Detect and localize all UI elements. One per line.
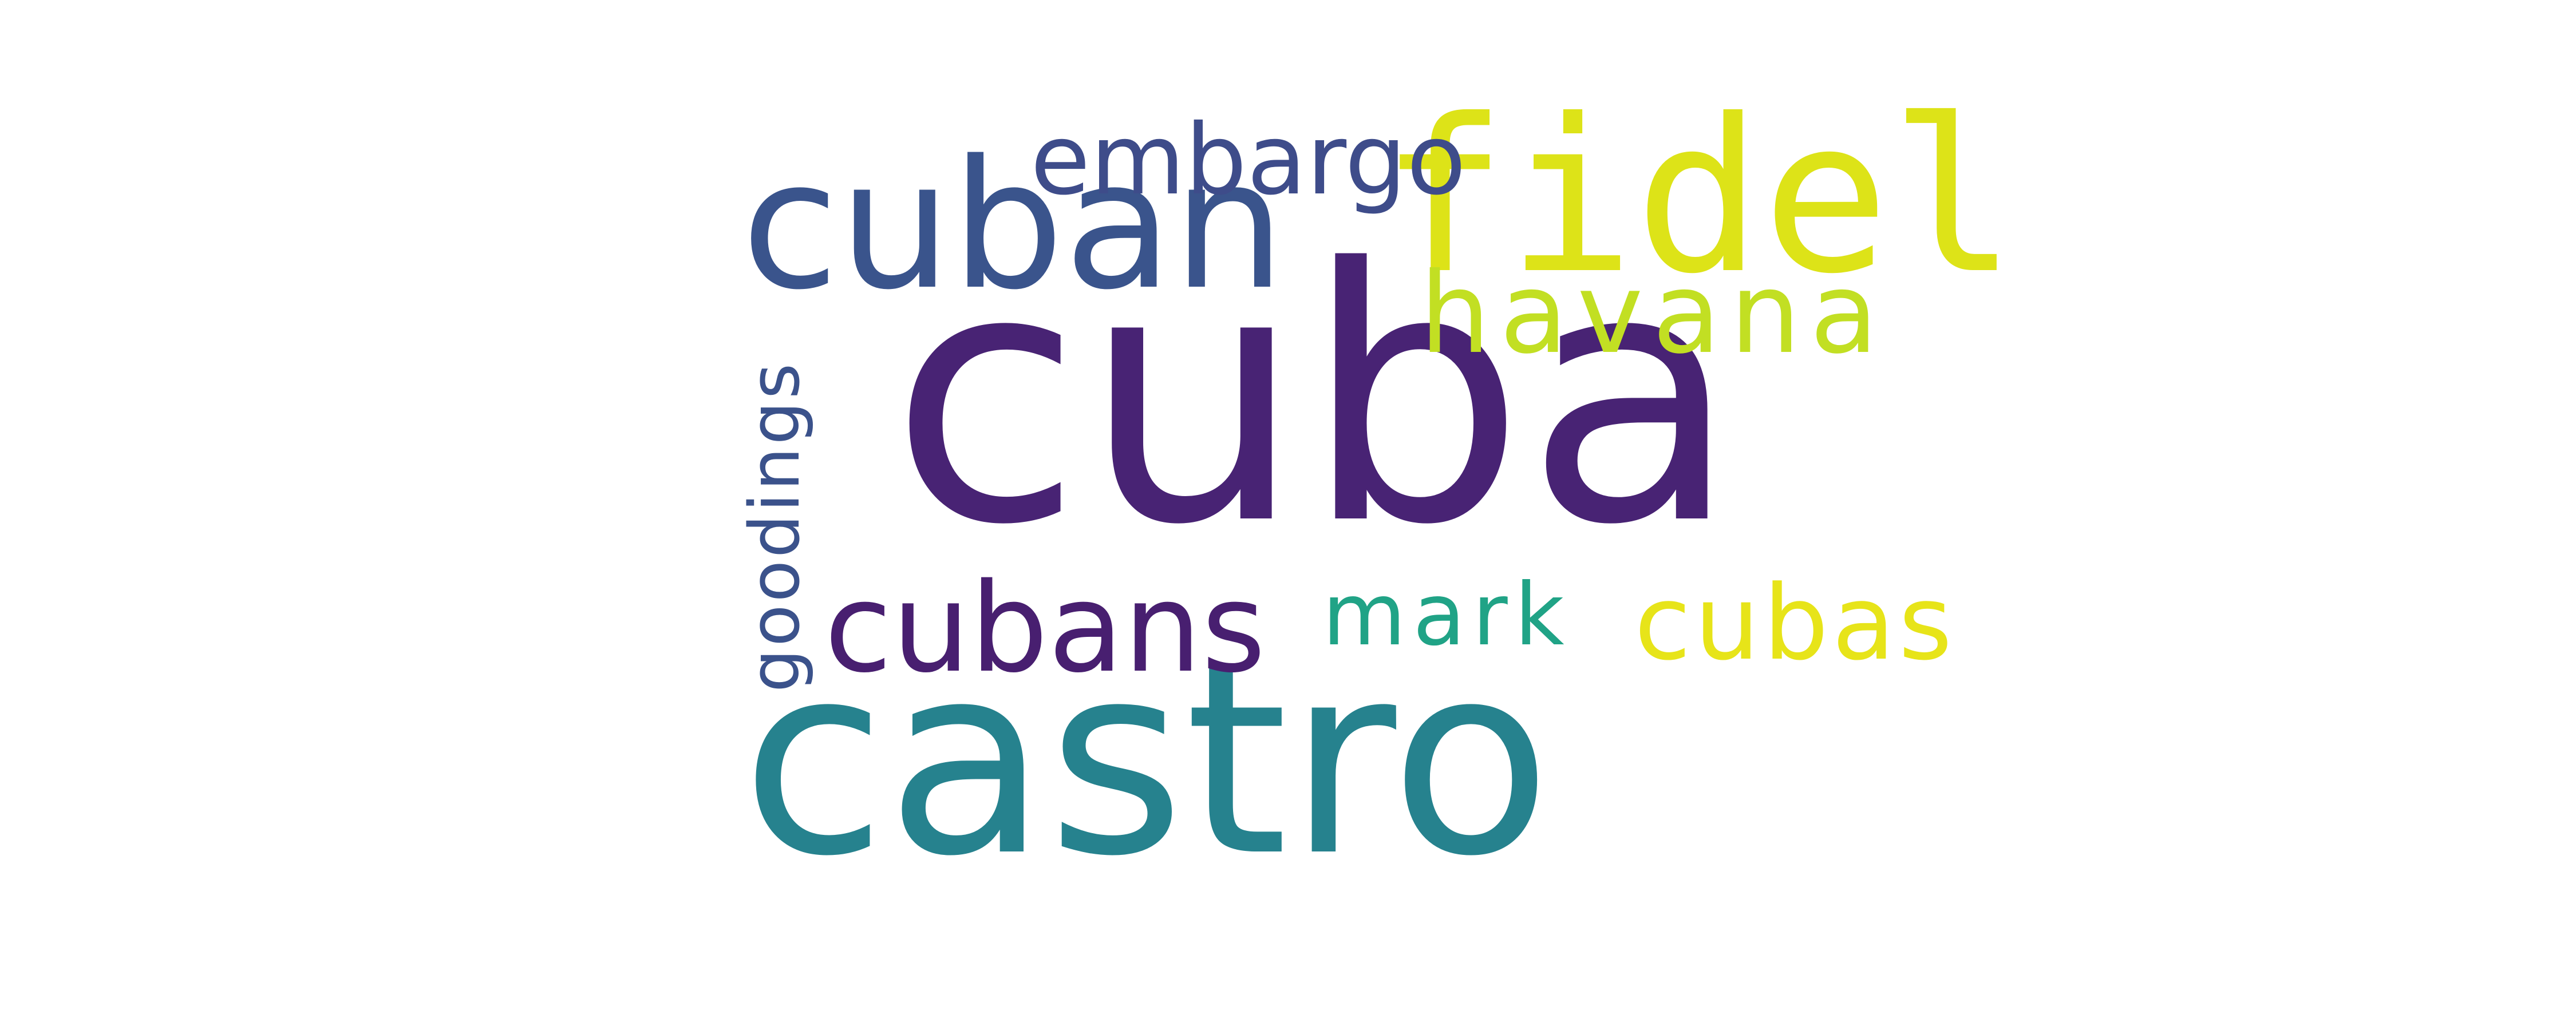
word-cubans: cubans — [824, 556, 1266, 700]
word-cuba: cuba — [890, 195, 1740, 601]
word-cubas: cubas — [1634, 564, 1956, 683]
word-goodings: goodings — [736, 360, 815, 692]
word-fidel: fidel — [1380, 74, 2017, 320]
word-havana: havana — [1420, 248, 1888, 378]
word-cuban: cuban — [741, 122, 1286, 329]
word-mark: mark — [1322, 565, 1571, 665]
word-castro: castro — [741, 608, 1552, 914]
word-embargo: embargo — [1030, 104, 1467, 217]
